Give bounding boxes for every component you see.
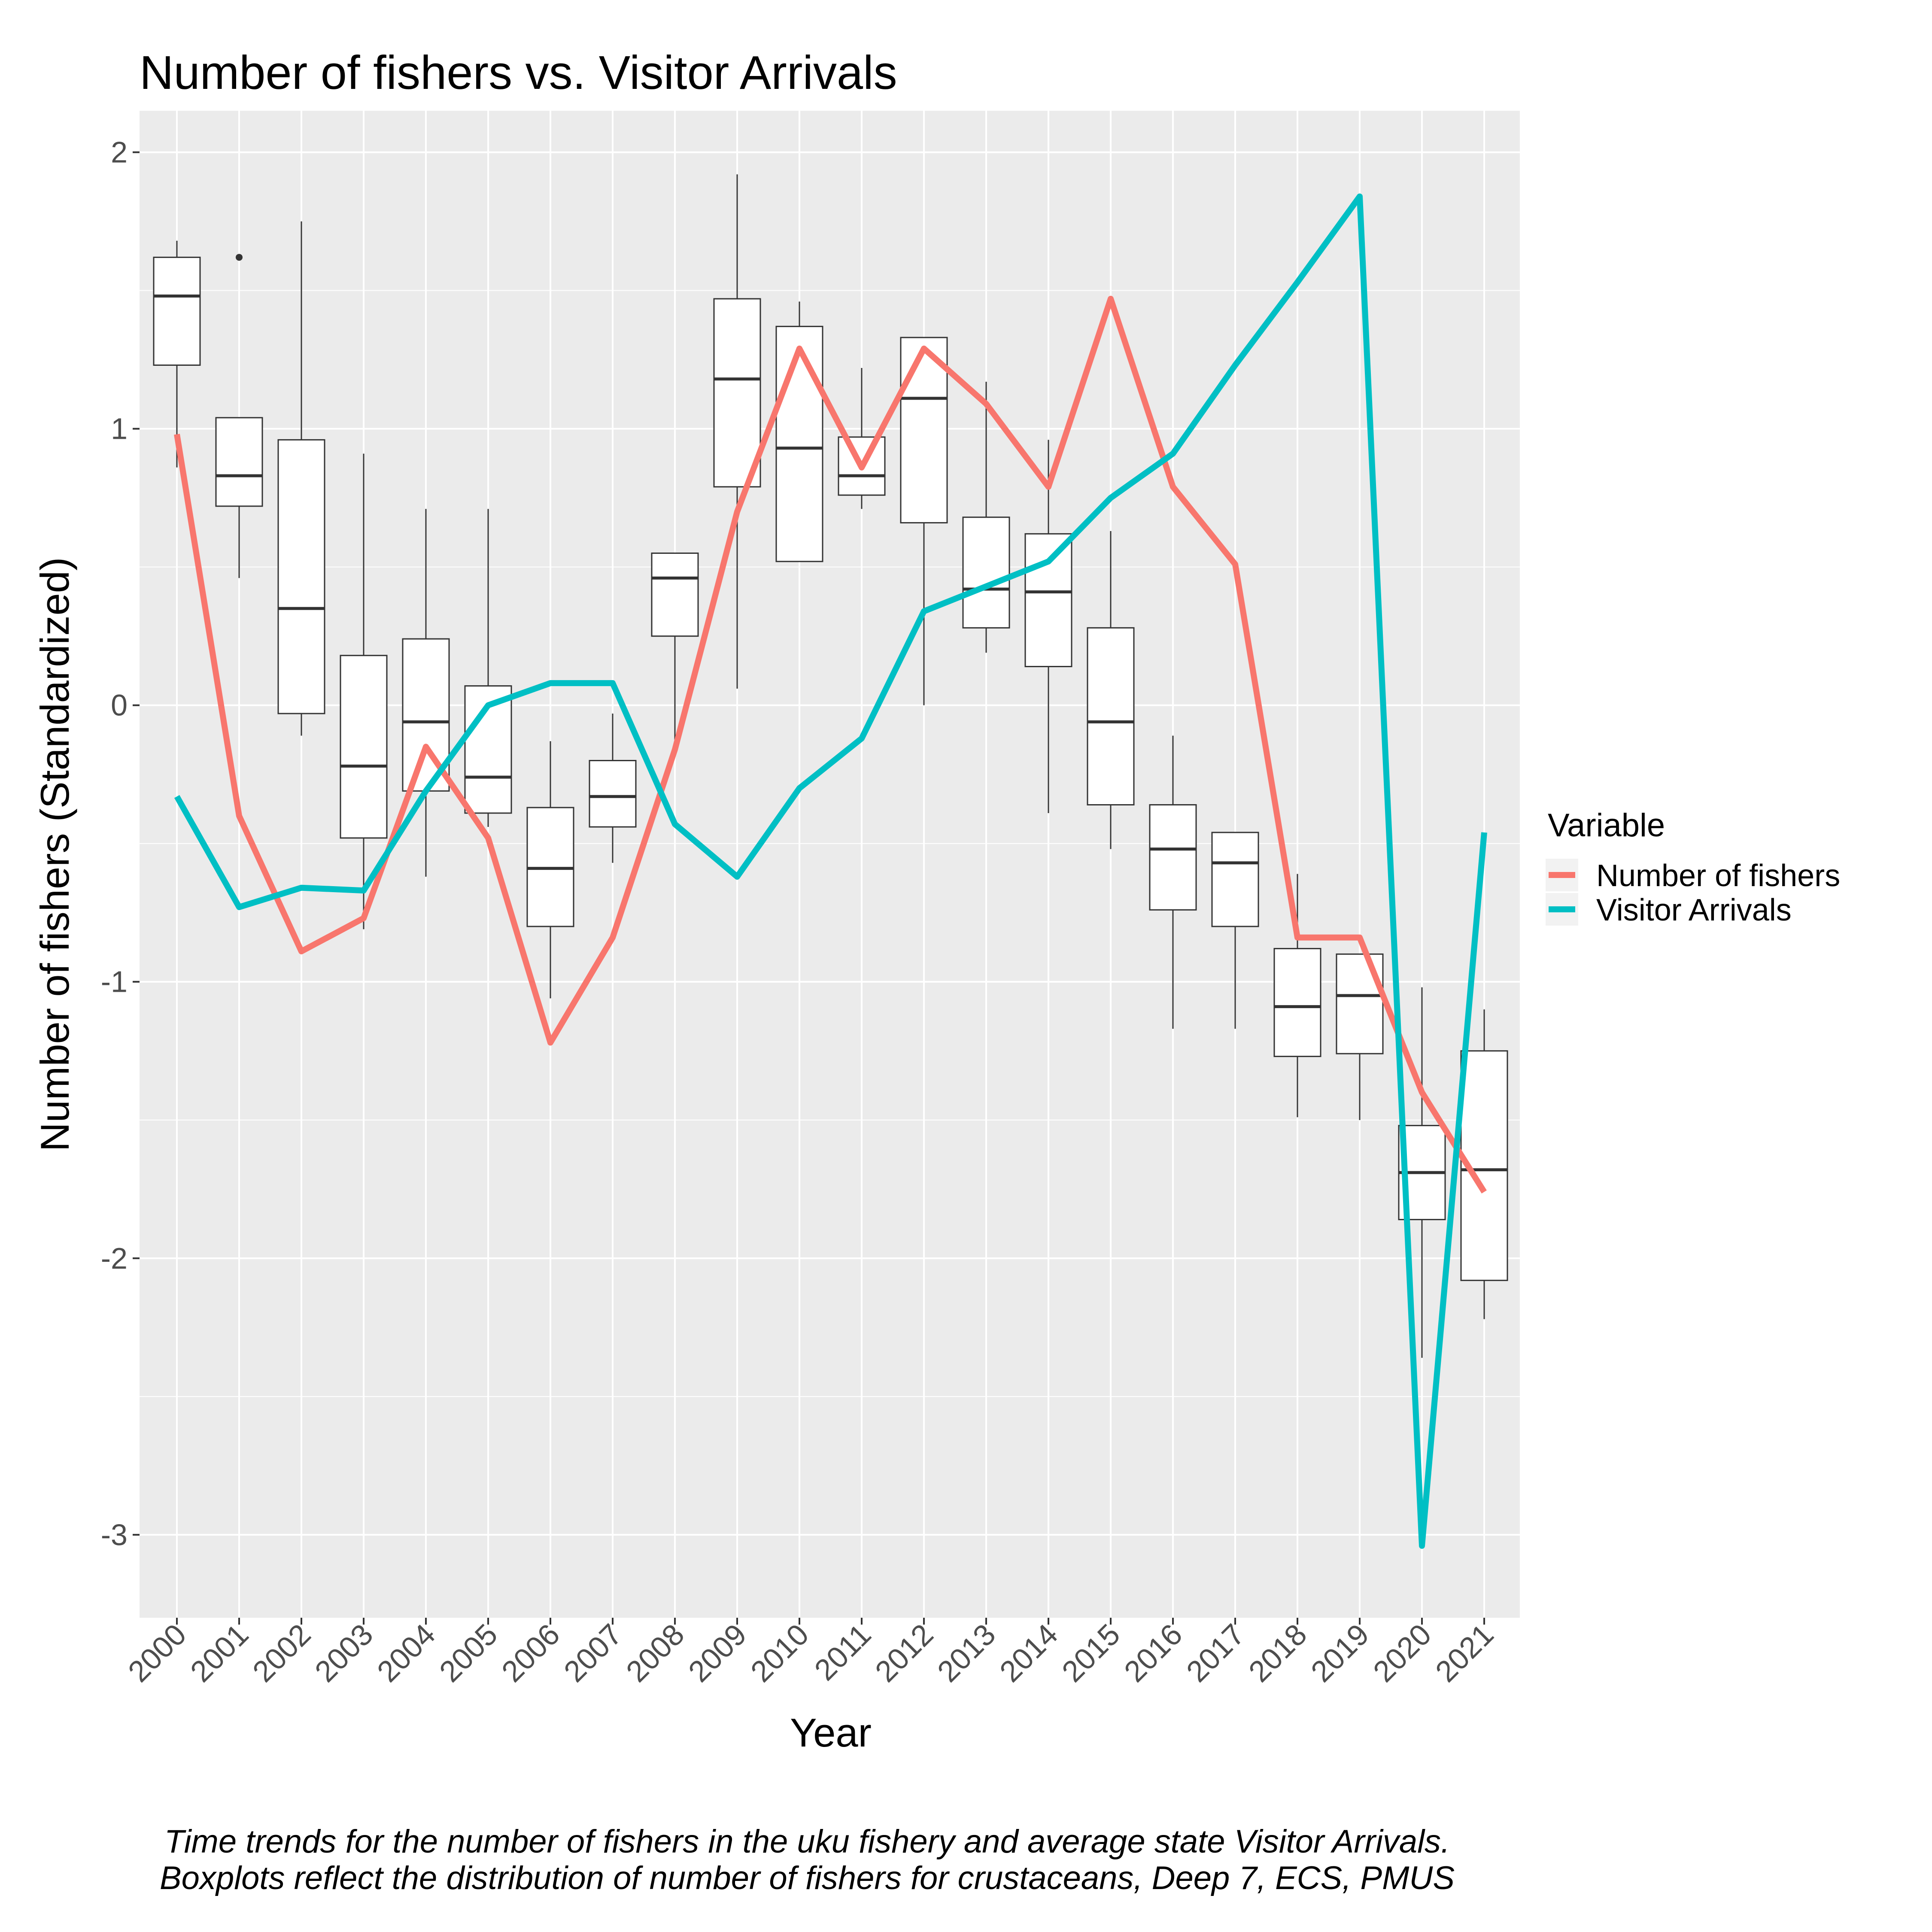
x-tick-label: 2010 — [744, 1617, 815, 1688]
legend-title: Variable — [1548, 807, 1665, 844]
boxplot-box — [1024, 533, 1072, 668]
x-tick-label: 2005 — [433, 1617, 504, 1688]
x-axis-title: Year — [790, 1710, 872, 1755]
boxplot-2016 — [1149, 735, 1197, 1029]
y-tick-label: 2 — [111, 136, 128, 169]
x-tick-label: 2015 — [1055, 1617, 1126, 1688]
x-tick-label: 2009 — [682, 1617, 753, 1688]
x-tick-label: 2002 — [246, 1617, 317, 1688]
boxplot-2008 — [651, 552, 699, 744]
series-lines — [174, 193, 1487, 1549]
x-tick-label: 2008 — [620, 1617, 690, 1688]
x-tick-label: 2018 — [1242, 1617, 1313, 1688]
boxplot-box — [215, 417, 263, 507]
y-tick-label: -2 — [101, 1242, 128, 1275]
plot-panel — [140, 111, 1520, 1618]
boxplot-box — [589, 759, 637, 828]
boxplot-box — [1211, 832, 1259, 927]
boxplot-2003 — [340, 453, 388, 930]
boxplot-2010 — [775, 301, 823, 562]
x-tick-label: 2011 — [808, 1617, 878, 1687]
chart-title: Number of fishers vs. Visitor Arrivals — [140, 46, 897, 99]
boxplot-2002 — [277, 221, 325, 736]
boxplot-box — [775, 325, 823, 562]
x-tick-label: 2007 — [557, 1617, 628, 1688]
legend-label: Number of fishers — [1596, 859, 1840, 893]
y-tick-label: -3 — [101, 1518, 128, 1552]
boxplot-box — [340, 655, 388, 839]
boxplot-2000 — [153, 240, 201, 468]
boxplot-box — [277, 439, 325, 714]
boxplot-2006 — [526, 741, 574, 999]
series-line-number-of-fishers — [174, 295, 1487, 1194]
boxplot-box — [713, 298, 761, 488]
y-tick-label: -1 — [101, 965, 128, 999]
boxplot-outlier — [236, 254, 243, 261]
x-tick-label: 2019 — [1304, 1617, 1375, 1688]
caption-line-1: Time trends for the number of fishers in… — [164, 1823, 1450, 1860]
x-tick-label: 2021 — [1429, 1617, 1500, 1688]
boxplot-box — [900, 337, 948, 524]
x-tick-label: 2013 — [931, 1617, 1002, 1688]
y-tick-label: 0 — [111, 689, 128, 722]
x-tick-label: 2006 — [495, 1617, 566, 1688]
x-tick-label: 2017 — [1180, 1617, 1251, 1688]
boxplot-2018 — [1273, 874, 1321, 1118]
boxplot-2001 — [215, 254, 263, 578]
legend-label: Visitor Arrivals — [1596, 893, 1792, 927]
boxplot-2007 — [589, 714, 637, 863]
boxplot-box — [1336, 953, 1384, 1054]
boxplot-box — [651, 552, 699, 637]
boxplot-2017 — [1211, 832, 1259, 1029]
boxplot-box — [962, 516, 1010, 629]
x-tick-label: 2001 — [184, 1617, 255, 1688]
boxplot-2009 — [713, 174, 761, 689]
boxplot-2013 — [962, 382, 1010, 653]
boxplot-box — [1273, 948, 1321, 1057]
x-tick-label: 2012 — [869, 1617, 939, 1688]
y-tick-label: 1 — [111, 412, 128, 446]
boxplot-2015 — [1087, 531, 1135, 849]
x-tick-label: 2004 — [371, 1617, 441, 1688]
x-tick-label: 2016 — [1118, 1617, 1188, 1688]
x-tick-label: 2000 — [122, 1617, 192, 1688]
boxplot-box — [1149, 804, 1197, 911]
boxplot-box — [1087, 627, 1135, 806]
caption-line-2: Boxplots reflect the distribution of num… — [160, 1860, 1455, 1896]
boxplot-2012 — [900, 337, 948, 705]
x-tick-label: 2003 — [308, 1617, 379, 1688]
boxplot-box — [153, 256, 201, 366]
x-tick-label: 2020 — [1367, 1617, 1437, 1688]
x-tick-label: 2014 — [993, 1617, 1064, 1688]
series-line-visitor-arrivals — [174, 193, 1487, 1549]
y-axis-title: Number of fishers (Standardized) — [32, 557, 77, 1151]
